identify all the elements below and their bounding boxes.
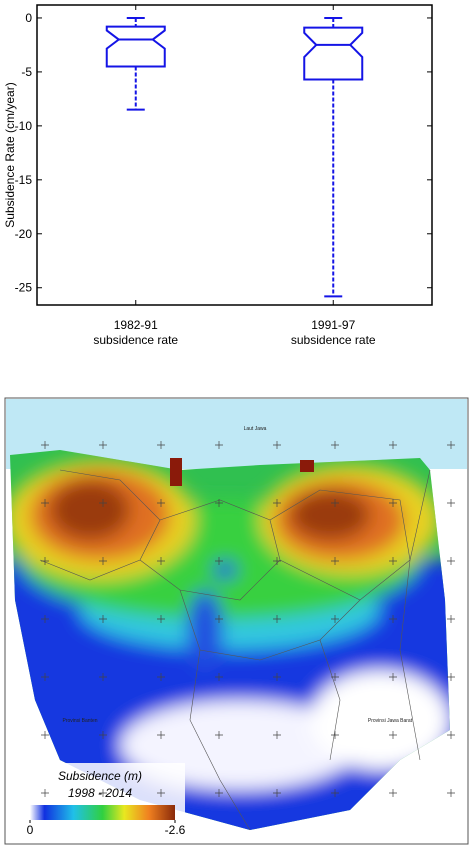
graticule-cross <box>41 789 49 797</box>
graticule-cross <box>389 731 397 739</box>
y-tick-label: -10 <box>15 119 33 133</box>
graticule-cross <box>41 441 49 449</box>
colorbar <box>30 805 175 820</box>
graticule-cross <box>99 673 107 681</box>
graticule-cross <box>273 615 281 623</box>
plot-frame <box>36 4 433 306</box>
graticule-cross <box>215 441 223 449</box>
graticule-cross <box>447 499 455 507</box>
legend-title: Subsidence (m) <box>58 769 142 783</box>
graticule-cross <box>389 673 397 681</box>
graticule-cross <box>41 731 49 739</box>
graticule-cross <box>447 789 455 797</box>
graticule-cross <box>99 557 107 565</box>
region-label: Provinsi Jawa Barat <box>368 718 413 724</box>
box <box>105 25 166 68</box>
district-borders <box>39 469 431 831</box>
y-tick-label: -15 <box>15 173 33 187</box>
subsidence-field <box>10 460 450 830</box>
y-tick-label: 0 <box>25 11 32 25</box>
region-label: Provinsi Banten <box>62 718 97 724</box>
legend-box <box>15 763 185 835</box>
map: Laut Jawa Provinsi Banten Provinsi Jawa … <box>4 397 469 845</box>
x-tick-sublabel: subsidence rate <box>291 333 376 347</box>
graticule-cross <box>215 557 223 565</box>
graticule-cross <box>99 615 107 623</box>
graticule-cross <box>273 789 281 797</box>
graticule-cross <box>157 499 165 507</box>
graticule-cross <box>389 499 397 507</box>
graticule-cross <box>41 499 49 507</box>
y-tick-label: -20 <box>15 227 33 241</box>
graticule-cross <box>215 673 223 681</box>
colorbar-tick-label: 0 <box>27 823 34 837</box>
graticule-cross <box>215 731 223 739</box>
graticule-cross <box>215 789 223 797</box>
graticule-cross <box>331 441 339 449</box>
y-tick-label: -5 <box>21 65 32 79</box>
graticule-cross <box>99 789 107 797</box>
graticule-cross <box>389 789 397 797</box>
y-tick-label: -25 <box>15 281 33 295</box>
graticule-cross <box>447 441 455 449</box>
graticule-cross <box>273 731 281 739</box>
graticule-cross <box>447 557 455 565</box>
graticule-cross <box>41 673 49 681</box>
coast-structures <box>170 458 314 486</box>
sea-label: Laut Jawa <box>244 426 267 432</box>
graticule-cross <box>389 441 397 449</box>
x-tick-label: 1982-91 <box>114 318 158 332</box>
box <box>303 26 364 81</box>
graticule-cross <box>331 673 339 681</box>
graticule-cross <box>273 441 281 449</box>
graticule-cross <box>447 731 455 739</box>
graticule-cross <box>157 789 165 797</box>
graticule-cross <box>215 615 223 623</box>
graticule-cross <box>389 615 397 623</box>
graticule-cross <box>99 731 107 739</box>
graticule-cross <box>331 499 339 507</box>
graticule-cross <box>41 557 49 565</box>
y-axis-label: Subsidence Rate (cm/year) <box>3 82 17 227</box>
graticule-cross <box>99 441 107 449</box>
graticule-cross <box>331 789 339 797</box>
graticule-cross <box>157 441 165 449</box>
graticule-cross <box>447 673 455 681</box>
graticule-cross <box>157 557 165 565</box>
graticule-cross <box>331 557 339 565</box>
graticule-cross <box>389 557 397 565</box>
x-tick-label: 1991-97 <box>311 318 355 332</box>
graticule-cross <box>273 673 281 681</box>
graticule-cross <box>157 615 165 623</box>
x-tick-sublabel: subsidence rate <box>93 333 178 347</box>
graticule-cross <box>157 731 165 739</box>
graticule-cross <box>41 615 49 623</box>
colorbar-tick-label: -2.6 <box>165 823 186 837</box>
graticule-cross <box>273 557 281 565</box>
graticule-cross <box>447 615 455 623</box>
graticule-cross <box>273 499 281 507</box>
graticule-cross <box>99 499 107 507</box>
graticule-cross <box>215 499 223 507</box>
graticule-cross <box>157 673 165 681</box>
graticule-cross <box>331 615 339 623</box>
graticule-cross <box>331 731 339 739</box>
